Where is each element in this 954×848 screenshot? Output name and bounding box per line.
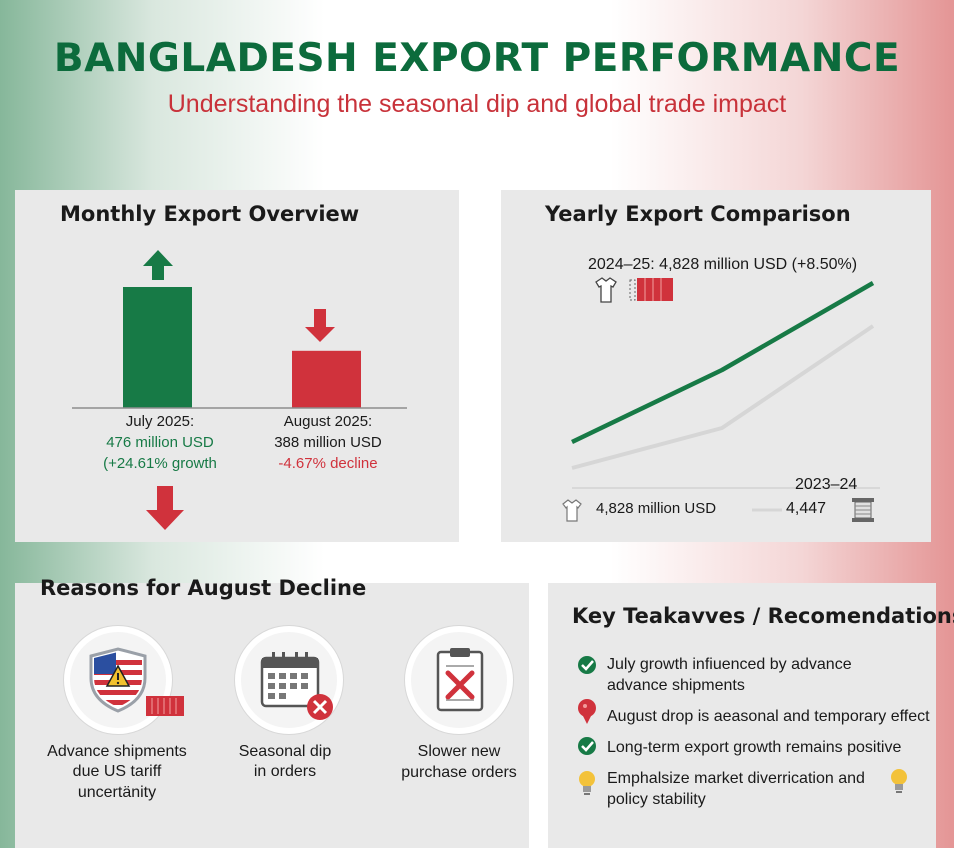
recommendations-panel bbox=[548, 583, 936, 848]
lightbulb-icon bbox=[891, 769, 907, 793]
check-icon bbox=[578, 737, 596, 755]
recommendation-4-line1: Emphalsize market diverrication and bbox=[607, 770, 865, 787]
warning-icon bbox=[105, 664, 131, 687]
up-arrow-icon bbox=[143, 250, 173, 280]
recommendation-3-line1: Long-term export growth remains positive bbox=[607, 739, 902, 756]
cross-icon bbox=[445, 670, 475, 700]
monthly-panel-title: Monthly Export Overview bbox=[60, 202, 360, 226]
close-badge-icon bbox=[307, 694, 333, 720]
august-value: 388 million USD bbox=[274, 434, 382, 451]
yearly-2023-24-year: 2023–24 bbox=[795, 476, 858, 493]
recommendation-1: July growth infiuenced by advance advanc… bbox=[607, 654, 852, 696]
lightbulb-icon bbox=[579, 771, 595, 795]
pin-icon bbox=[578, 699, 596, 724]
recommendations-panel-title: Key Teakavves / Recomendations bbox=[572, 604, 954, 628]
tshirt-icon bbox=[595, 277, 617, 303]
july-value: 476 million USD bbox=[106, 434, 214, 451]
recommendation-2: August drop is aeasonal and temporary ef… bbox=[607, 706, 930, 727]
reasons-panel-title: Reasons for August Decline bbox=[40, 576, 367, 600]
recommendation-1-line2: advance shipments bbox=[607, 677, 745, 694]
page-title: BANGLADESH EXPORT PERFORMANCE bbox=[53, 36, 901, 81]
recommendation-4: Emphalsize market diverrication and poli… bbox=[607, 768, 865, 810]
reason-1-line3: uncertänity bbox=[77, 784, 157, 801]
reason-3-line2: purchase orders bbox=[401, 764, 517, 781]
bar-july bbox=[123, 287, 192, 408]
fabric-roll-icon bbox=[629, 278, 673, 301]
august-label: August 2025: bbox=[283, 413, 373, 430]
series-2024-25-line bbox=[571, 281, 875, 445]
monthly-panel bbox=[15, 190, 459, 542]
down-arrow-large-icon bbox=[146, 486, 184, 530]
july-change: (+24.61% growth bbox=[103, 455, 217, 472]
reason-1-line2: due US tariff bbox=[72, 763, 162, 780]
thread-spool-icon bbox=[852, 498, 874, 522]
recommendation-3: Long-term export growth remains positive bbox=[607, 737, 901, 758]
july-label: July 2025: bbox=[125, 413, 195, 430]
tshirt-small-icon bbox=[562, 499, 582, 522]
yearly-2023-24-value: 4,447 bbox=[786, 500, 827, 517]
recommendation-1-line1: July growth infiuenced by advance bbox=[607, 656, 852, 673]
bar-august bbox=[292, 350, 361, 408]
reason-1-line1: Advance shipments bbox=[47, 743, 187, 760]
page-subtitle: Understanding the seasonal dip and globa… bbox=[167, 90, 787, 118]
down-arrow-icon bbox=[305, 309, 335, 342]
reason-2-line2: in orders bbox=[253, 763, 317, 780]
check-icon bbox=[578, 656, 596, 674]
shipping-container-icon bbox=[146, 696, 184, 716]
reason-3-line1: Slower new bbox=[417, 743, 501, 760]
yearly-bottom-left-label: 4,828 million USD bbox=[596, 500, 717, 517]
recommendation-2-line1: August drop is aeasonal and temporary ef… bbox=[607, 708, 930, 725]
reason-2-line1: Seasonal dip bbox=[238, 743, 332, 760]
yearly-top-label: 2024–25: 4,828 million USD (+8.50%) bbox=[588, 256, 858, 273]
august-change: -4.67% decline bbox=[278, 455, 378, 472]
yearly-panel-title: Yearly Export Comparison bbox=[545, 202, 851, 226]
series-2023-24-line bbox=[571, 324, 875, 470]
yearly-panel bbox=[501, 190, 931, 542]
recommendation-4-line2: policy stability bbox=[607, 791, 706, 808]
